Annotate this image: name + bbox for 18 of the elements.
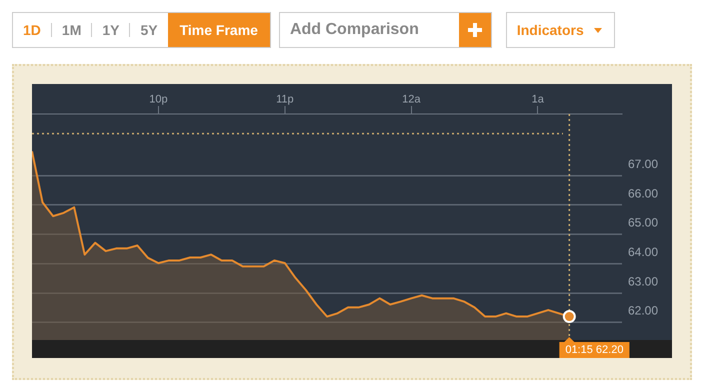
text: 1Y xyxy=(101,21,120,40)
y-tick-label: 63.00 xyxy=(628,274,658,288)
y-tick-label: 65.00 xyxy=(628,216,658,230)
text: 1D xyxy=(22,21,42,40)
y-tick-label: 66.00 xyxy=(628,186,658,200)
y-tick-label: 64.00 xyxy=(628,245,658,259)
y-tick-label: 62.00 xyxy=(628,304,658,318)
x-tick-label: 10p xyxy=(149,93,168,106)
text: Add Comparison xyxy=(288,20,420,40)
x-tick-label: 1a xyxy=(532,93,545,106)
text: Time Frame xyxy=(168,13,270,47)
text: 1M xyxy=(60,21,82,40)
text: Indicators xyxy=(516,21,585,40)
text: 01:15 62.20 xyxy=(565,344,624,356)
x-tick-label: 12a xyxy=(402,93,422,106)
text: 5Y xyxy=(139,21,159,40)
x-tick-label: 11p xyxy=(276,93,294,106)
y-tick-label: 67.00 xyxy=(628,156,658,171)
